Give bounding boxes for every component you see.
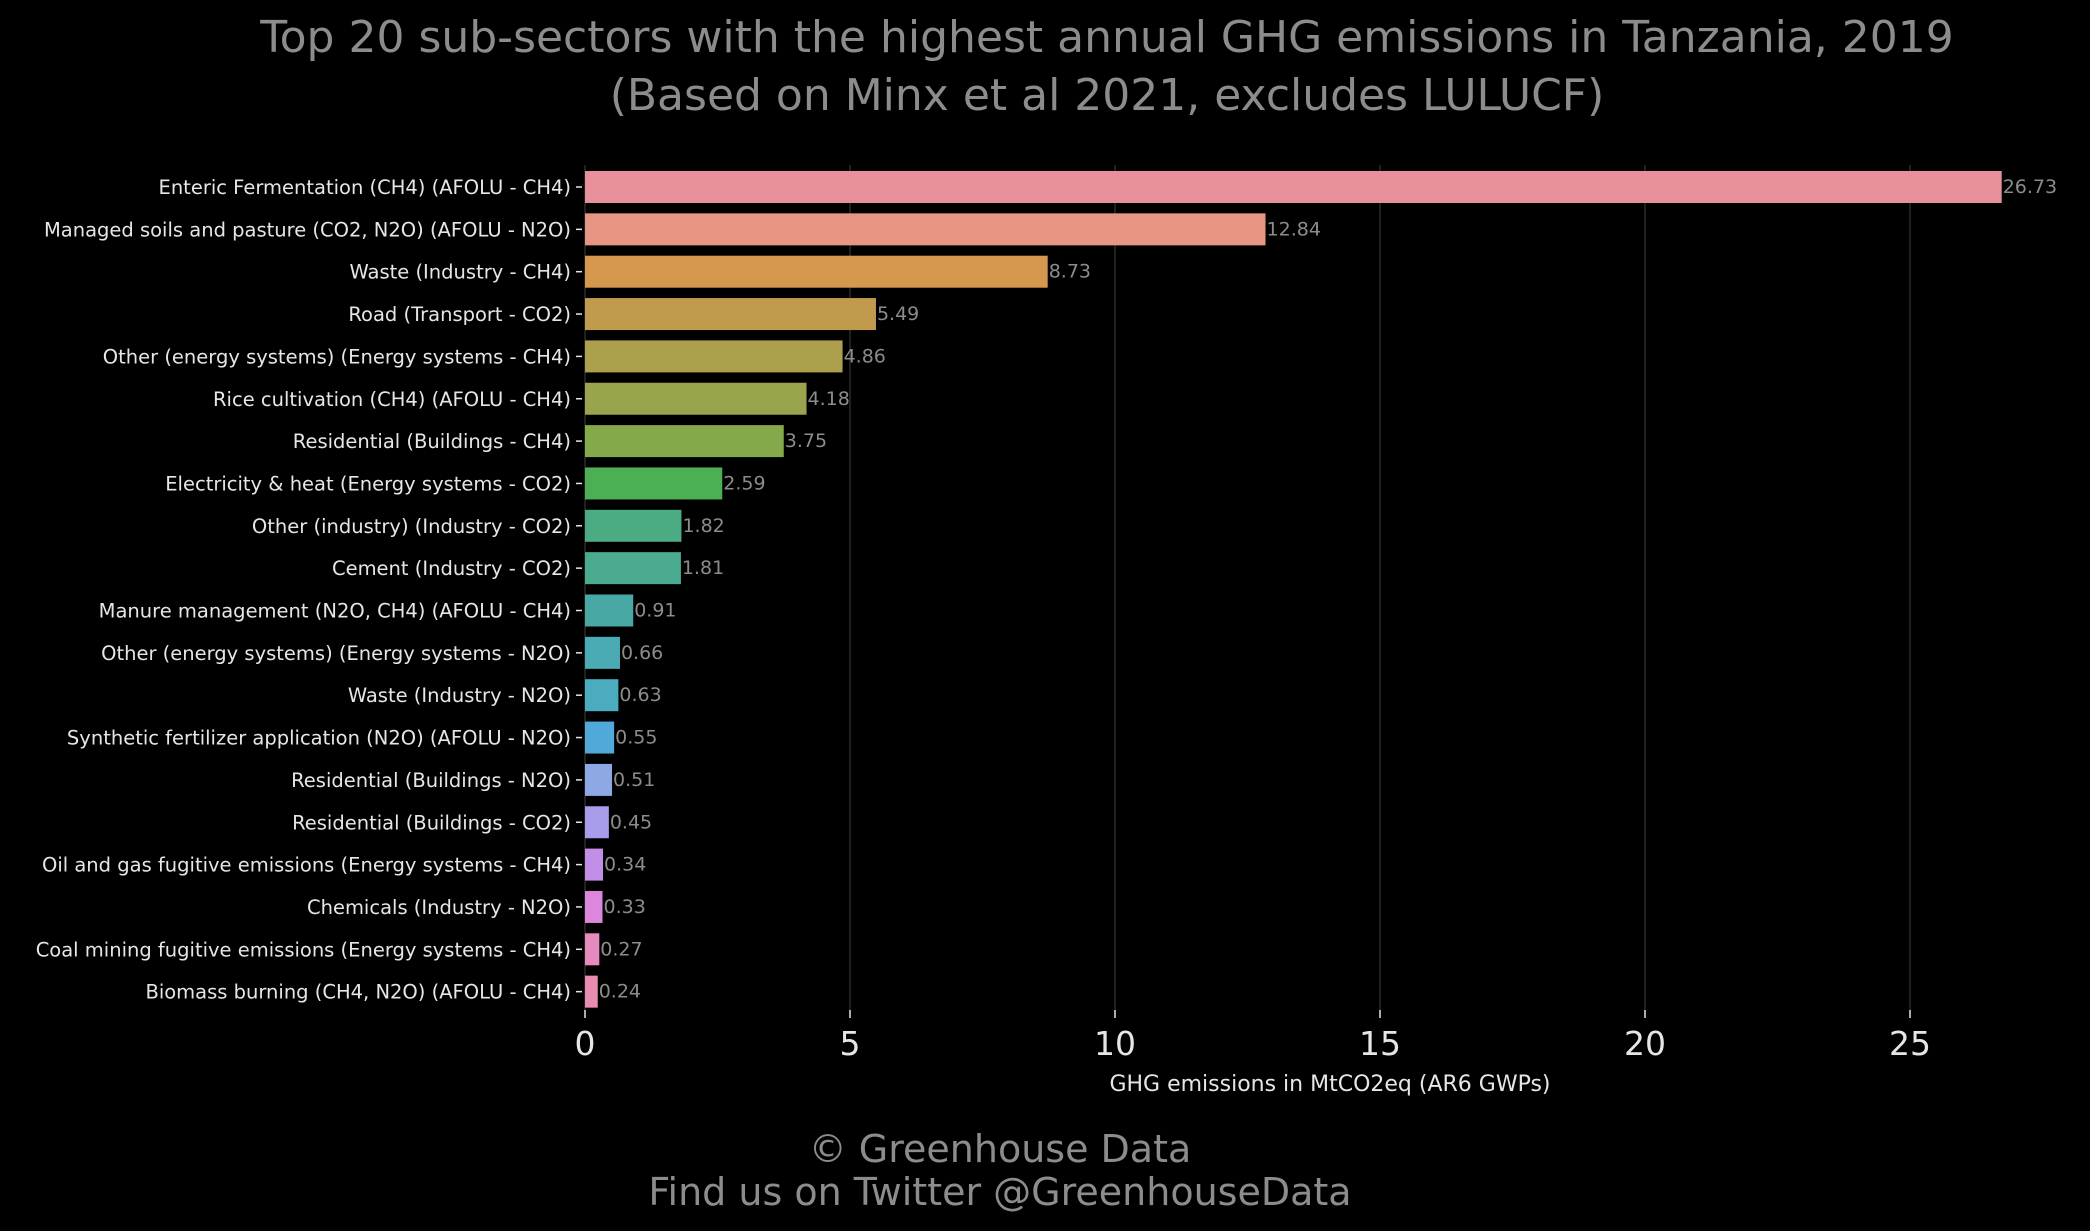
x-tick-label: 25 bbox=[1889, 1024, 1931, 1063]
category-label: Other (energy systems) (Energy systems -… bbox=[103, 345, 571, 368]
x-axis-label: GHG emissions in MtCO2eq (AR6 GWPs) bbox=[1109, 1072, 1550, 1097]
value-label: 0.51 bbox=[613, 769, 655, 791]
bar bbox=[585, 425, 784, 458]
x-tick-label: 10 bbox=[1094, 1024, 1136, 1063]
value-label: 0.34 bbox=[604, 854, 646, 876]
value-label: 1.81 bbox=[682, 557, 724, 579]
value-label: 0.45 bbox=[610, 811, 652, 833]
chart-title: Top 20 sub-sectors with the highest annu… bbox=[259, 12, 1954, 63]
value-label: 0.24 bbox=[599, 981, 641, 1003]
value-label: 0.66 bbox=[621, 642, 663, 664]
bar bbox=[585, 552, 681, 585]
value-label: 4.86 bbox=[844, 345, 886, 367]
category-label: Waste (Industry - N2O) bbox=[348, 684, 571, 707]
value-label: 0.55 bbox=[615, 727, 657, 749]
bar bbox=[585, 298, 876, 331]
value-label: 1.82 bbox=[682, 515, 724, 537]
category-label: Rice cultivation (CH4) (AFOLU - CH4) bbox=[213, 388, 571, 411]
chart-subtitle: (Based on Minx et al 2021, excludes LULU… bbox=[610, 70, 1605, 121]
category-labels: Enteric Fermentation (CH4) (AFOLU - CH4)… bbox=[36, 176, 582, 1004]
x-axis: 0 5 10 15 20 25 bbox=[575, 1010, 1931, 1063]
x-tick-label: 5 bbox=[840, 1024, 861, 1063]
category-label: Cement (Industry - CO2) bbox=[332, 557, 571, 580]
bar bbox=[585, 213, 1266, 246]
category-label: Manure management (N2O, CH4) (AFOLU - CH… bbox=[99, 600, 571, 623]
bar bbox=[585, 382, 807, 415]
footer-copyright: © Greenhouse Data bbox=[809, 1127, 1192, 1171]
bar bbox=[585, 636, 620, 669]
bar bbox=[585, 171, 2002, 203]
value-label: 0.63 bbox=[619, 684, 661, 706]
category-label: Synthetic fertilizer application (N2O) (… bbox=[67, 727, 571, 750]
category-label: Coal mining fugitive emissions (Energy s… bbox=[36, 938, 571, 961]
category-label: Managed soils and pasture (CO2, N2O) (AF… bbox=[44, 218, 571, 241]
category-label: Enteric Fermentation (CH4) (AFOLU - CH4) bbox=[159, 176, 572, 199]
value-label: 5.49 bbox=[877, 303, 919, 325]
bar bbox=[585, 467, 723, 500]
bar bbox=[585, 721, 615, 754]
category-label: Residential (Buildings - N2O) bbox=[291, 769, 571, 792]
value-label: 0.27 bbox=[600, 938, 642, 960]
bar bbox=[585, 975, 598, 1008]
category-label: Residential (Buildings - CH4) bbox=[293, 430, 571, 453]
value-label: 2.59 bbox=[723, 472, 765, 494]
category-label: Oil and gas fugitive emissions (Energy s… bbox=[42, 854, 571, 877]
value-label: 0.33 bbox=[603, 896, 645, 918]
bar bbox=[585, 255, 1048, 288]
value-label: 26.73 bbox=[2003, 176, 2057, 198]
x-tick-label: 0 bbox=[575, 1024, 596, 1063]
footer-twitter: Find us on Twitter @GreenhouseData bbox=[648, 1170, 1351, 1214]
bar bbox=[585, 763, 613, 796]
bar bbox=[585, 340, 843, 373]
category-label: Road (Transport - CO2) bbox=[348, 303, 571, 326]
value-label: 12.84 bbox=[1267, 218, 1321, 240]
bars bbox=[585, 171, 2002, 1008]
value-label: 4.18 bbox=[808, 388, 850, 410]
bar bbox=[585, 594, 634, 627]
bar bbox=[585, 509, 682, 542]
bar bbox=[585, 933, 600, 966]
bar bbox=[585, 679, 619, 712]
value-label: 3.75 bbox=[785, 430, 827, 452]
bar bbox=[585, 806, 609, 839]
x-tick-label: 15 bbox=[1359, 1024, 1401, 1063]
value-label: 8.73 bbox=[1049, 261, 1091, 283]
category-label: Other (energy systems) (Energy systems -… bbox=[101, 642, 571, 665]
grid-lines bbox=[584, 165, 1911, 1010]
x-tick-label: 20 bbox=[1624, 1024, 1666, 1063]
value-labels: 26.73 12.84 8.73 5.49 4.86 4.18 3.75 2.59 1.82 1.… bbox=[599, 176, 2057, 1003]
category-label: Chemicals (Industry - N2O) bbox=[307, 896, 571, 919]
category-label: Other (industry) (Industry - CO2) bbox=[252, 515, 571, 538]
category-label: Electricity & heat (Energy systems - CO2… bbox=[165, 472, 571, 495]
bar bbox=[585, 890, 603, 923]
value-label: 0.91 bbox=[634, 600, 676, 622]
bar bbox=[585, 848, 604, 881]
category-label: Residential (Buildings - CO2) bbox=[292, 811, 571, 834]
category-label: Waste (Industry - CH4) bbox=[349, 261, 571, 284]
category-label: Biomass burning (CH4, N2O) (AFOLU - CH4) bbox=[145, 981, 571, 1004]
